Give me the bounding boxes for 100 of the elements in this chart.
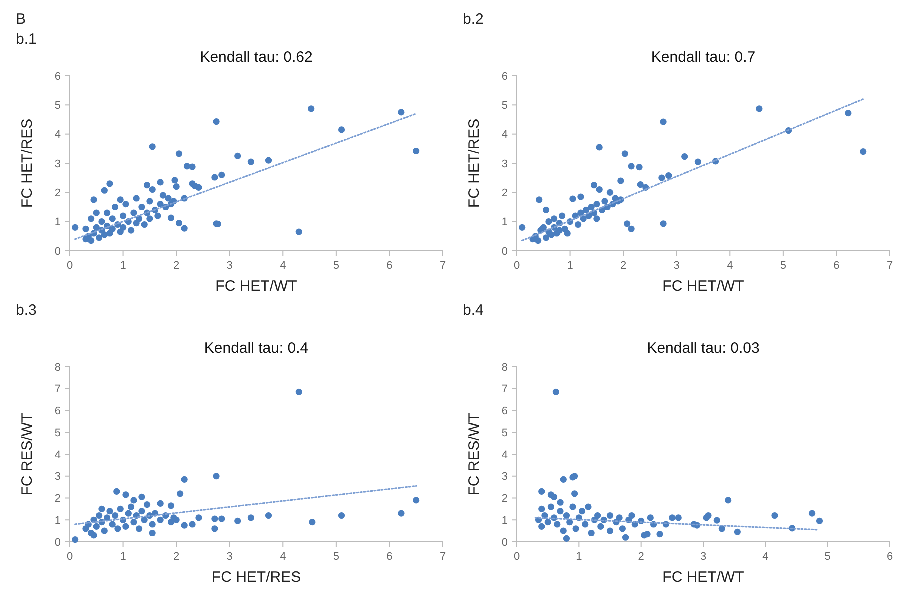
point <box>338 512 346 520</box>
point <box>157 500 164 508</box>
x-tick-label: 0 <box>514 260 520 272</box>
x-tick-label: 0 <box>66 551 74 563</box>
point <box>212 526 218 532</box>
y-tick-label: 5 <box>502 100 508 112</box>
x-tick-label: 6 <box>386 551 393 563</box>
point <box>218 516 226 522</box>
x-tick-label: 4 <box>727 260 734 272</box>
y-tick-label: 2 <box>502 493 508 506</box>
point <box>96 512 103 520</box>
point <box>122 523 130 530</box>
point <box>149 530 156 537</box>
y-axis-title: FC RES/WT <box>466 413 483 496</box>
x-tick-label: 2 <box>638 551 644 563</box>
y-tick-label: 0 <box>54 536 61 549</box>
point <box>144 502 151 508</box>
x-tick-label: 6 <box>386 260 393 272</box>
point <box>130 497 138 504</box>
y-tick-label: 2 <box>54 493 61 506</box>
y-tick-label: 7 <box>502 384 508 396</box>
x-tick-label: 4 <box>762 551 769 563</box>
x-tick-label: 2 <box>174 260 180 272</box>
point <box>114 488 120 495</box>
point <box>177 490 184 498</box>
point <box>136 526 143 532</box>
point <box>112 512 119 520</box>
point <box>128 504 135 510</box>
y-axis-title: FC HET/RES <box>466 118 483 208</box>
chart-title: Kendall tau: 0.7 <box>651 49 756 66</box>
x-tick-label: 6 <box>886 551 894 563</box>
y-tick-label: 3 <box>54 471 61 484</box>
x-tick-label: 5 <box>333 260 340 272</box>
y-tick-label: 7 <box>54 384 61 396</box>
y-axis-title: FC HET/RES <box>19 118 36 208</box>
y-tick-label: 6 <box>54 406 61 418</box>
point <box>90 532 98 539</box>
x-axis-title: FC HET/WT <box>216 278 298 295</box>
point <box>106 508 114 515</box>
y-tick-label: 0 <box>502 536 508 549</box>
point <box>122 492 130 498</box>
y-tick-label: 3 <box>502 158 508 170</box>
x-tick-label: 3 <box>674 260 680 272</box>
point <box>101 528 108 534</box>
y-tick-label: 2 <box>502 188 508 200</box>
point <box>398 510 405 517</box>
point <box>168 502 175 510</box>
chart-title: Kendall tau: 0.4 <box>204 340 309 357</box>
y-tick-label: 1 <box>502 216 508 229</box>
y-axis-title: FC RES/WT <box>19 413 36 496</box>
point <box>93 523 100 530</box>
point <box>181 476 188 483</box>
point <box>138 508 146 515</box>
y-tick-label: 3 <box>502 471 508 484</box>
y-tick-label: 1 <box>54 514 61 527</box>
point <box>213 473 220 480</box>
x-axis-title: FC HET/RES <box>212 569 302 586</box>
point <box>141 516 148 524</box>
y-tick-label: 5 <box>54 100 61 112</box>
x-tick-label: 5 <box>780 260 786 272</box>
point <box>181 522 188 529</box>
point <box>157 516 164 524</box>
y-tick-label: 6 <box>502 70 508 83</box>
point <box>265 512 272 520</box>
x-tick-label: 1 <box>576 551 582 563</box>
y-tick-label: 8 <box>54 362 61 374</box>
x-tick-label: 0 <box>514 551 520 563</box>
y-tick-label: 1 <box>502 514 508 527</box>
x-tick-label: 1 <box>120 551 126 563</box>
x-tick-label: 3 <box>226 551 233 563</box>
point <box>196 514 202 522</box>
x-tick-label: 5 <box>824 551 831 563</box>
point <box>125 510 132 517</box>
point <box>189 521 196 528</box>
point <box>117 506 124 512</box>
y-tick-label: 1 <box>54 216 61 229</box>
point <box>234 518 242 525</box>
y-tick-label: 4 <box>502 129 508 142</box>
x-tick-label: 6 <box>834 260 840 272</box>
x-tick-label: 1 <box>120 260 126 272</box>
text: b.1 <box>16 31 37 48</box>
x-tick-label: 0 <box>66 260 74 272</box>
y-tick-label: 0 <box>502 246 508 258</box>
x-tick-label: 3 <box>226 260 233 272</box>
x-tick-label: 7 <box>440 551 446 563</box>
x-tick-label: 4 <box>280 260 286 272</box>
point <box>149 521 156 528</box>
y-tick-label: 5 <box>54 427 61 440</box>
point <box>114 526 122 532</box>
text: b.4 <box>463 302 484 319</box>
x-tick-label: 5 <box>333 551 340 563</box>
point <box>72 536 79 544</box>
point <box>212 516 218 522</box>
x-tick-label: 3 <box>700 551 707 563</box>
text: b.2 <box>463 11 484 28</box>
point <box>296 388 302 396</box>
y-tick-label: 6 <box>54 70 61 83</box>
chart-title: Kendall tau: 0.62 <box>200 49 313 66</box>
y-tick-label: 3 <box>54 158 61 170</box>
point <box>130 519 138 526</box>
